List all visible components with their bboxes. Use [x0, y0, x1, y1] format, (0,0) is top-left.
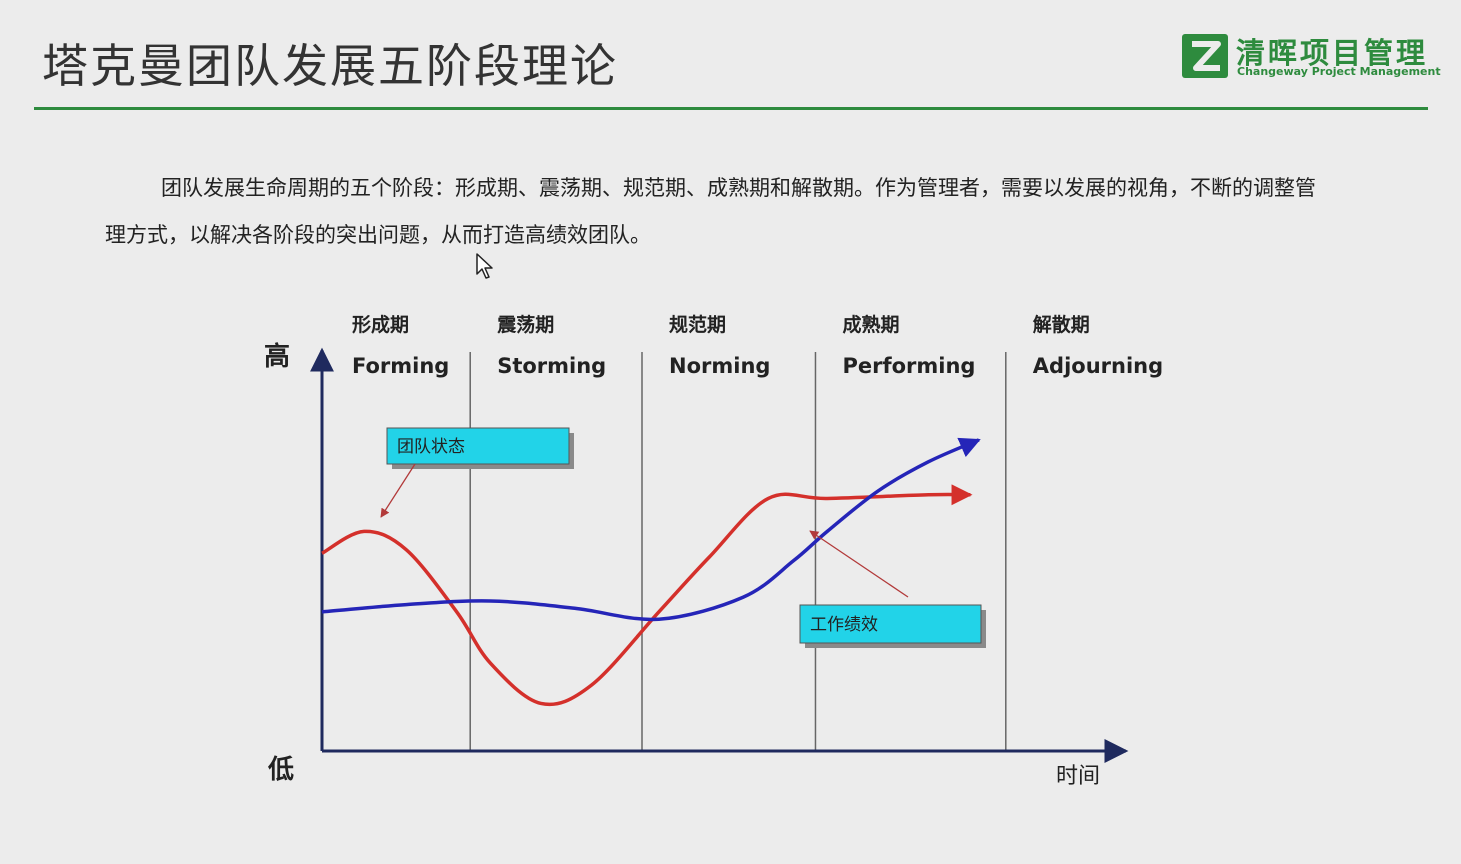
series-team-state-line	[321, 484, 973, 707]
y-axis-high-label: 高	[264, 341, 290, 372]
callout-team-state-box	[386, 427, 570, 465]
stage-label-cn: 形成期	[352, 313, 409, 336]
logo-name-cn: 清晖项目管理	[1236, 36, 1429, 70]
x-axis-label: 时间	[1056, 764, 1100, 789]
stage-label-en: Storming	[497, 354, 606, 378]
stage-label-en: Norming	[669, 354, 770, 378]
title-divider	[34, 107, 1428, 110]
logo-name-en: Changeway Project Management	[1237, 65, 1441, 78]
stage-dividers	[469, 352, 1007, 751]
callout-performance-pointer	[809, 530, 909, 598]
mouse-cursor-icon	[476, 253, 493, 279]
stage-label-en: Forming	[352, 354, 449, 378]
y-axis-low-label: 低	[267, 755, 294, 785]
callout-performance-text: 工作绩效	[810, 615, 878, 635]
stage-label-cn: 成熟期	[842, 313, 899, 336]
stage-label-cn: 震荡期	[497, 313, 554, 336]
stage-label-en: Adjourning	[1033, 354, 1163, 378]
series-layer	[321, 437, 981, 707]
callout-performance-box	[799, 604, 982, 644]
callout-team-state-pointer	[380, 463, 416, 518]
slide-title: 塔克曼团队发展五阶段理论	[42, 39, 618, 93]
logo-mark-icon	[1182, 34, 1228, 78]
company-logo: 清晖项目管理 Changeway Project Management	[1182, 32, 1441, 82]
stage-label-en: Performing	[842, 354, 975, 378]
series-performance-line	[321, 437, 981, 622]
callout-team-state-text: 团队状态	[397, 437, 465, 457]
stage-label-cn: 规范期	[669, 313, 726, 336]
intro-paragraph: 团队发展生命周期的五个阶段：形成期、震荡期、规范期、成熟期和解散期。作为管理者，…	[105, 176, 1316, 247]
stage-label-cn: 解散期	[1033, 313, 1090, 336]
stage-labels: 形成期 Forming 震荡期 Storming 规范期 Norming 成熟期 Perfor…	[352, 313, 1163, 378]
